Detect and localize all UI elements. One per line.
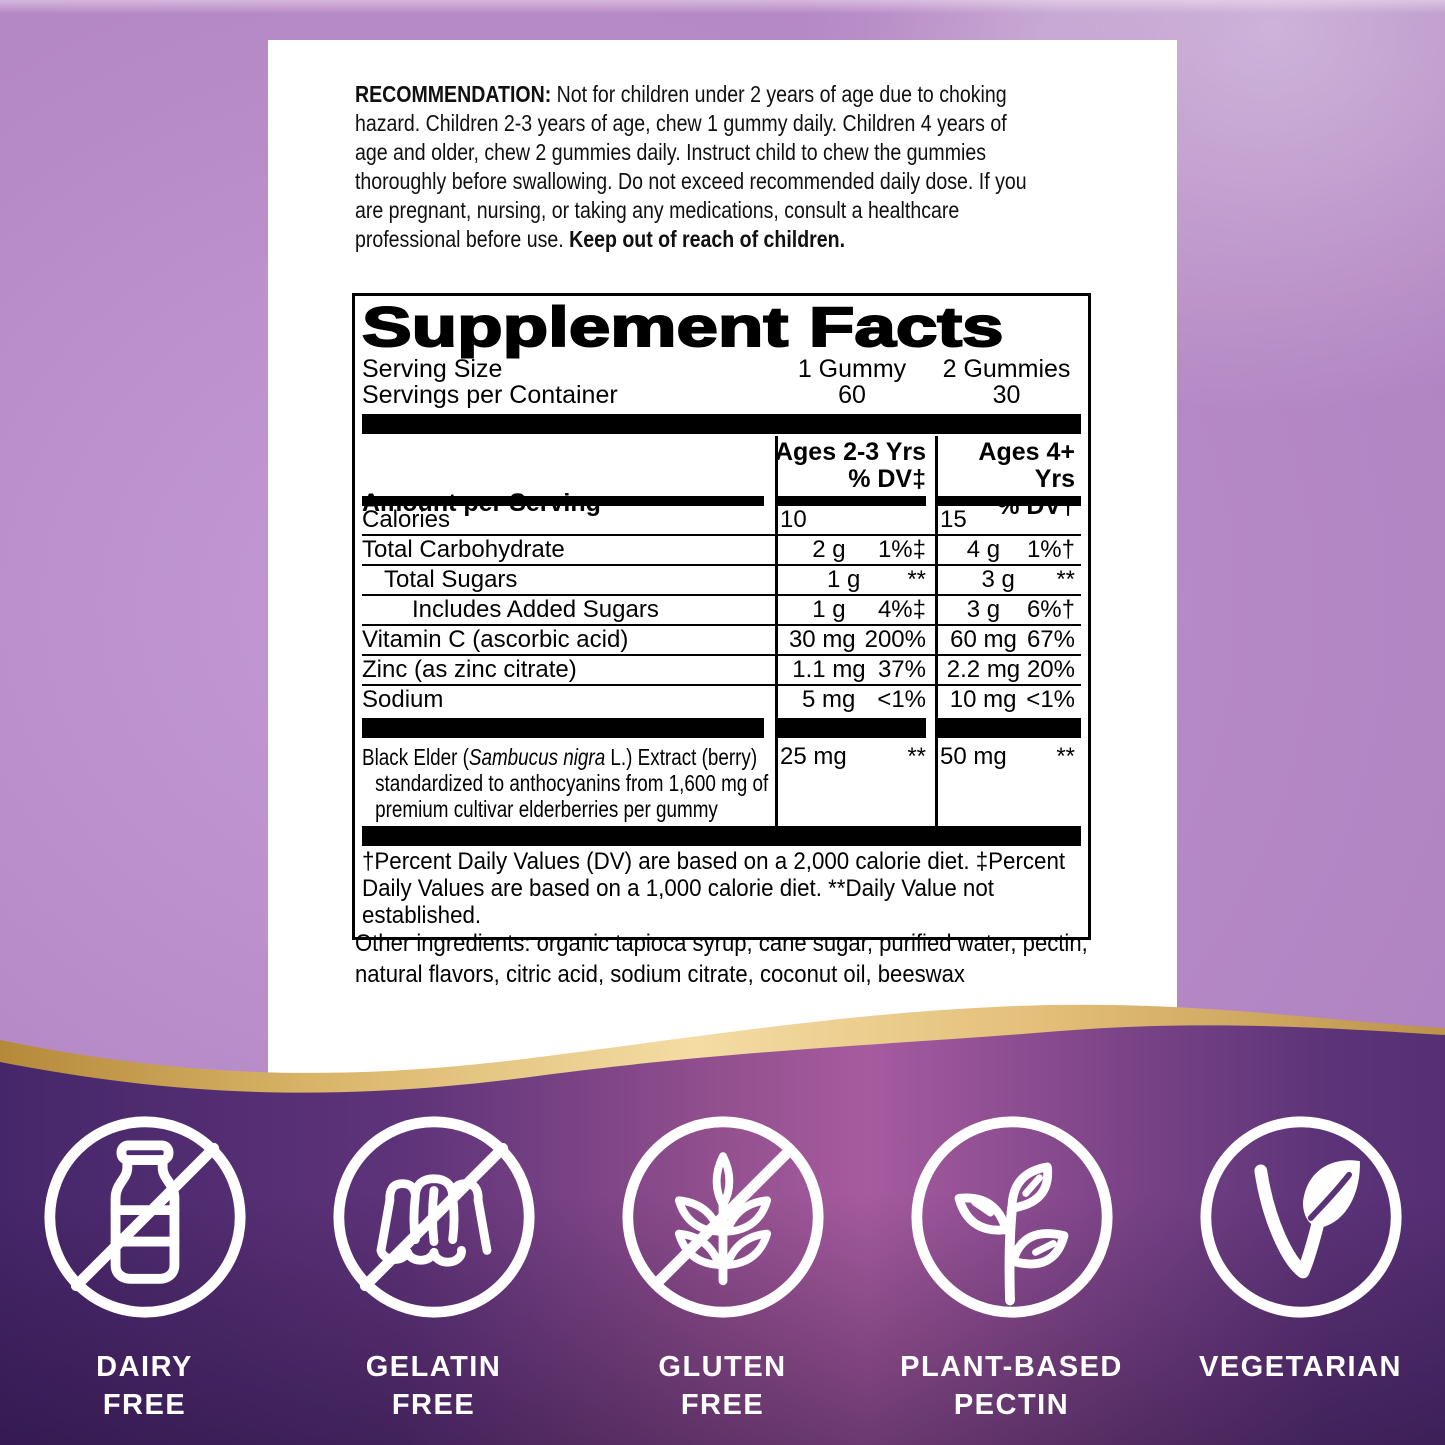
servings-per-container-col1: 60 xyxy=(838,381,866,409)
badge-dairy-free: DAIRY FREE xyxy=(0,1112,289,1424)
black-elder-name: Black Elder (Sambucus nigra L.) Extract … xyxy=(362,744,769,822)
badge-gluten-free: GLUTEN FREE xyxy=(578,1112,867,1424)
badge-label: GELATIN FREE xyxy=(365,1351,502,1421)
servings-per-container-row: Servings per Container 60 30 xyxy=(362,382,1081,408)
gluten-free-icon xyxy=(621,1116,824,1318)
supplement-facts-panel: Supplement Facts Serving Size 1 Gummy 2 … xyxy=(352,293,1091,940)
divider-bar-bottom xyxy=(362,826,1081,846)
table-row: Sodium 5 mg <1% 10 mg <1% xyxy=(362,686,1075,713)
servings-per-container-col2: 30 xyxy=(992,381,1021,409)
white-panel: RECOMMENDATION: Not for children under 2… xyxy=(268,40,1177,1075)
gelatin-free-icon xyxy=(332,1116,535,1318)
badge-vegetarian: VEGETARIAN xyxy=(1156,1112,1445,1424)
serving-size-row: Serving Size 1 Gummy 2 Gummies xyxy=(362,356,1081,382)
mid-divider-bars xyxy=(362,718,1081,738)
table-row: Total Carbohydrate 2 g 1%‡ 4 g 1%† xyxy=(362,536,1081,566)
badge-plant-based-pectin: PLANT-BASED PECTIN xyxy=(867,1112,1156,1424)
header-divider-bars xyxy=(362,496,1081,506)
daily-values-footnote: †Percent Daily Values (DV) are based on … xyxy=(362,848,1066,929)
servings-per-container-label: Servings per Container xyxy=(362,381,618,409)
table-row: Includes Added Sugars 1 g 4%‡ 3 g 6%† xyxy=(362,596,1081,626)
vegetarian-icon xyxy=(1199,1116,1402,1318)
black-elder-row: Black Elder (Sambucus nigra L.) Extract … xyxy=(362,743,1075,823)
plant-based-pectin-icon xyxy=(910,1116,1113,1318)
feature-badges-row: DAIRY FREE GELATIN FREE xyxy=(0,1112,1445,1424)
badge-label: VEGETARIAN xyxy=(1199,1351,1402,1383)
ages-2-3-header: Ages 2-3 Yrs % DV‡ xyxy=(774,438,926,493)
table-row: Calories 10 15 xyxy=(362,506,1081,536)
serving-size-col1: 1 Gummy xyxy=(797,355,907,383)
table-row: Total Sugars 1 g ** 3 g ** xyxy=(362,566,1081,596)
serving-size-col2: 2 Gummies xyxy=(942,355,1071,383)
supplement-facts-title: Supplement Facts xyxy=(361,295,1005,358)
badge-label: GLUTEN FREE xyxy=(658,1351,787,1421)
table-header-row: Amount per Serving Ages 2-3 Yrs % DV‡ Ag… xyxy=(362,436,1081,520)
recommendation-body: Not for children under 2 years of age du… xyxy=(355,81,1027,252)
table-row: Vitamin C (ascorbic acid) 30 mg 200% 60 m… xyxy=(362,626,1081,656)
recommendation-label: RECOMMENDATION: xyxy=(355,81,552,107)
other-ingredients-text: Other ingredients: organic tapioca syrup… xyxy=(355,930,1088,988)
recommendation-text: RECOMMENDATION: Not for children under 2… xyxy=(355,80,1031,254)
column-rule-2 xyxy=(935,436,938,832)
badge-label: DAIRY FREE xyxy=(96,1351,193,1421)
table-row: Zinc (as zinc citrate) 1.1 mg 37% 2.2 mg 2… xyxy=(362,656,1081,686)
column-rule-1 xyxy=(775,436,778,832)
dairy-free-icon xyxy=(43,1116,246,1318)
serving-size-label: Serving Size xyxy=(362,355,503,383)
divider-bar-top xyxy=(362,414,1081,434)
badge-gelatin-free: GELATIN FREE xyxy=(289,1112,578,1424)
badge-label: PLANT-BASED PECTIN xyxy=(900,1351,1123,1421)
recommendation-bold-tail: Keep out of reach of children. xyxy=(569,226,846,252)
